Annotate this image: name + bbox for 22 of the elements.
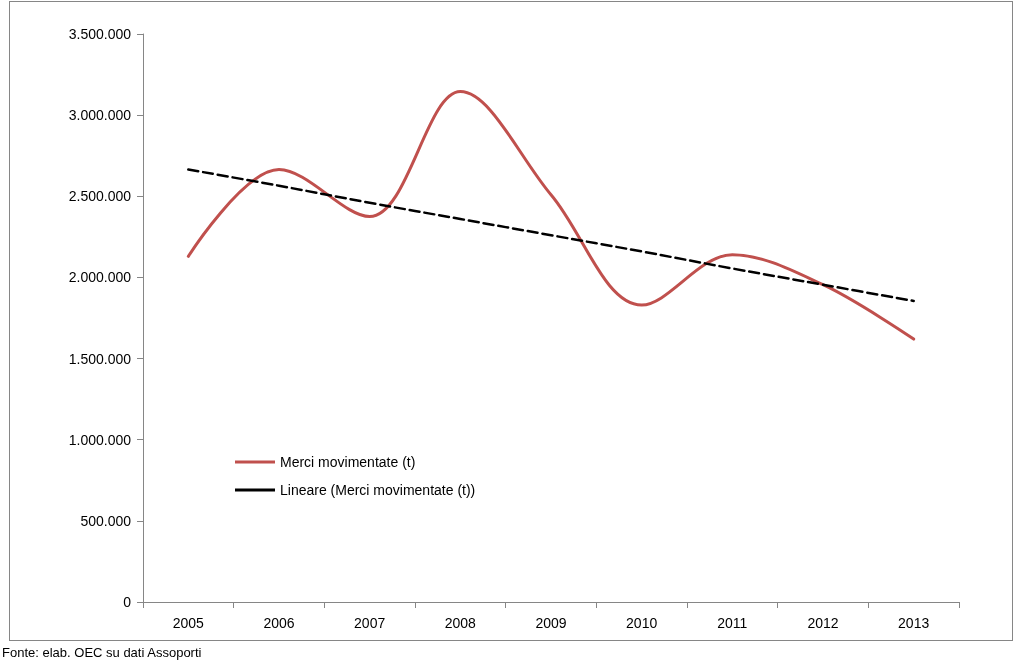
x-tick-label: 2008	[444, 615, 477, 631]
line-series	[187, 168, 915, 303]
y-tick-label: 3.000.000	[68, 107, 132, 124]
y-tick-label: 0	[123, 594, 132, 610]
x-tick-label: 2007	[354, 615, 386, 631]
x-tick-label: 2011	[717, 615, 748, 631]
y-tick-label: 500.000	[80, 512, 132, 529]
y-tick-label: 2.500.000	[68, 188, 132, 205]
x-tick-label: 2010	[626, 615, 658, 631]
y-tick-label: 3.500.000	[68, 26, 132, 42]
x-tick-label: 2013	[898, 615, 930, 631]
x-tick-label: 2006	[263, 615, 295, 631]
y-tick-label: 2.000.000	[68, 269, 132, 286]
y-tick-label: 1.500.000	[68, 350, 132, 367]
line-series	[186, 90, 916, 341]
source-note: Fonte: elab. OEC su dati Assoporti	[2, 645, 202, 660]
x-tick-label: 2005	[172, 615, 205, 631]
x-tick-label: 2009	[535, 615, 567, 631]
x-tick-label: 2012	[807, 615, 839, 631]
y-tick-label: 1.000.000	[68, 431, 132, 448]
legend-label: Merci movimentate (t)	[280, 454, 416, 470]
legend-label: Lineare (Merci movimentate (t))	[280, 482, 476, 498]
